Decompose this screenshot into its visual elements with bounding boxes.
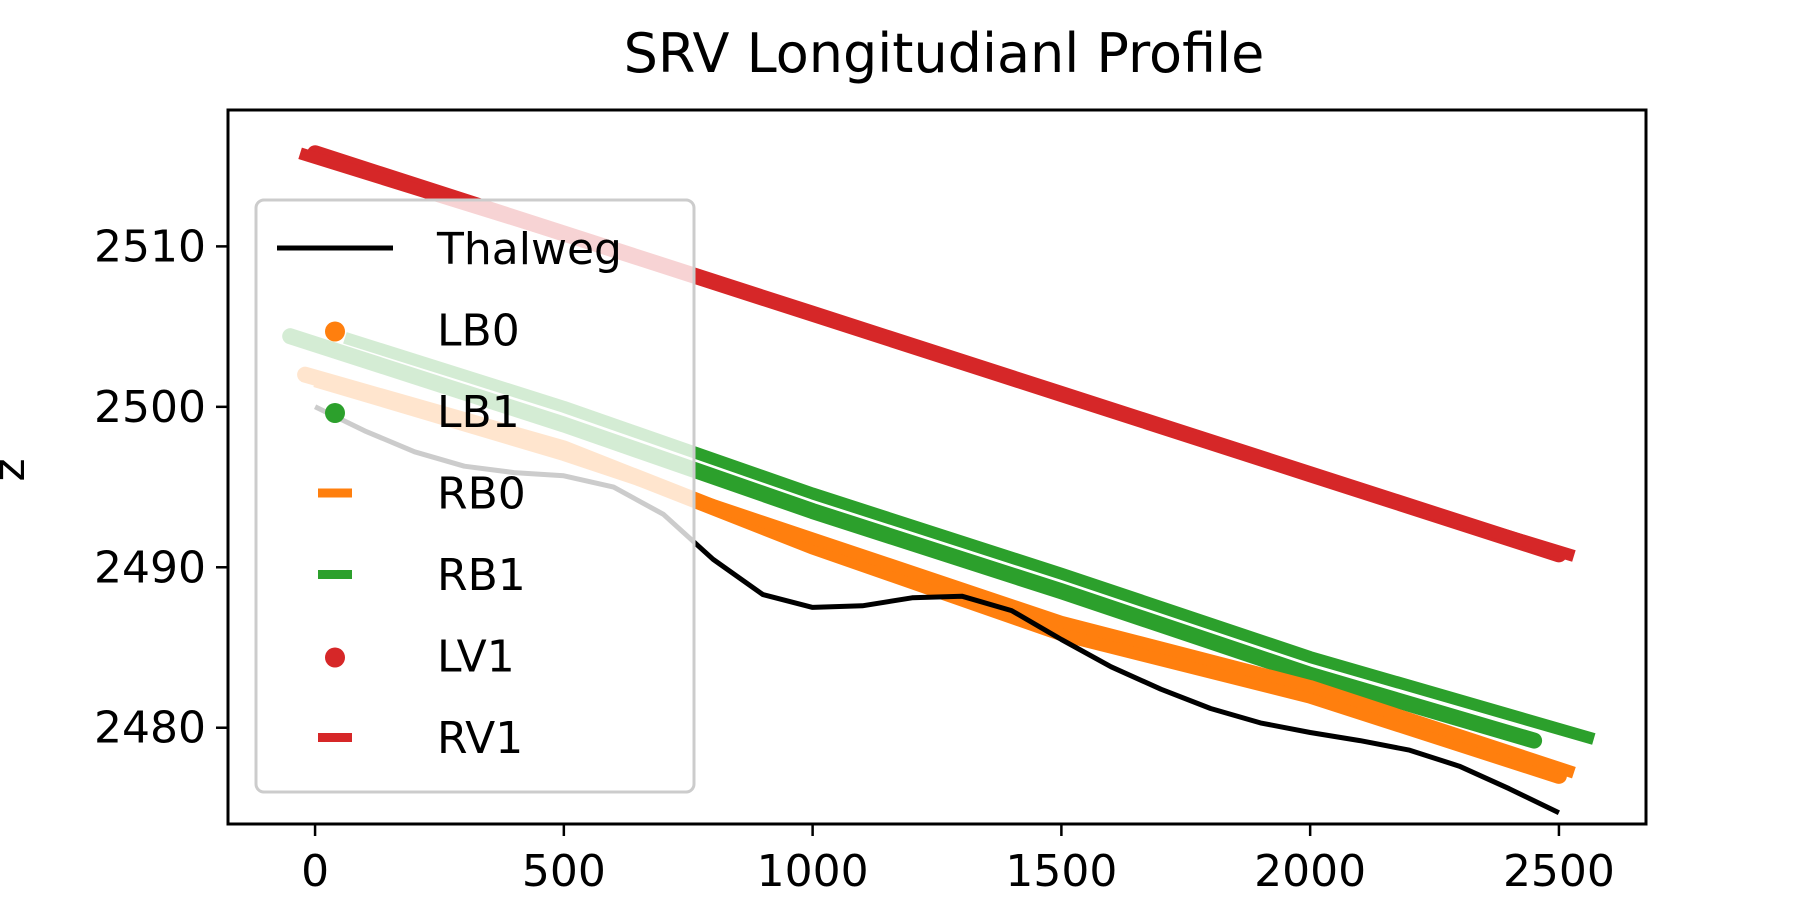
legend-label-rb1: RB1 <box>437 550 526 601</box>
x-tick-label: 2000 <box>1254 846 1366 897</box>
legend-label-lb1: LB1 <box>437 387 520 438</box>
x-tick-label: 2500 <box>1503 846 1615 897</box>
y-tick-label: 2490 <box>94 542 206 593</box>
legend-label-rb0: RB0 <box>437 469 526 520</box>
x-tick-label: 500 <box>522 846 606 897</box>
x-axis: 0 500 1000 1500 2000 2500 <box>301 824 1615 897</box>
legend-box <box>254 198 696 794</box>
legend-label-thalweg: Thalweg <box>436 224 622 275</box>
legend-label-rv1: RV1 <box>437 713 523 764</box>
legend-handle-rv1 <box>318 733 352 742</box>
legend-handle-lb0 <box>325 321 345 342</box>
x-tick-label: 0 <box>301 846 329 897</box>
y-axis: 2480 2490 2500 2510 <box>94 221 228 754</box>
legend: Thalweg LB0 LB1 RB0 RB1 LV1 RV1 <box>254 198 696 794</box>
x-tick-label: 1000 <box>757 846 869 897</box>
y-tick-label: 2480 <box>94 703 206 754</box>
legend-handle-lb1 <box>325 403 345 423</box>
legend-handle-rb1 <box>318 570 352 579</box>
y-tick-label: 2510 <box>94 221 206 272</box>
legend-handle-rb0 <box>318 488 352 498</box>
legend-handle-lv1 <box>325 647 345 668</box>
x-tick-label: 1500 <box>1005 846 1117 897</box>
chart-title: SRV Longitudianl Profile <box>624 22 1265 85</box>
legend-label-lb0: LB0 <box>437 306 520 357</box>
y-tick-label: 2500 <box>94 382 206 433</box>
plot-frame <box>226 108 1648 826</box>
legend-label-lv1: LV1 <box>437 632 515 683</box>
y-axis-label: z <box>0 458 35 481</box>
